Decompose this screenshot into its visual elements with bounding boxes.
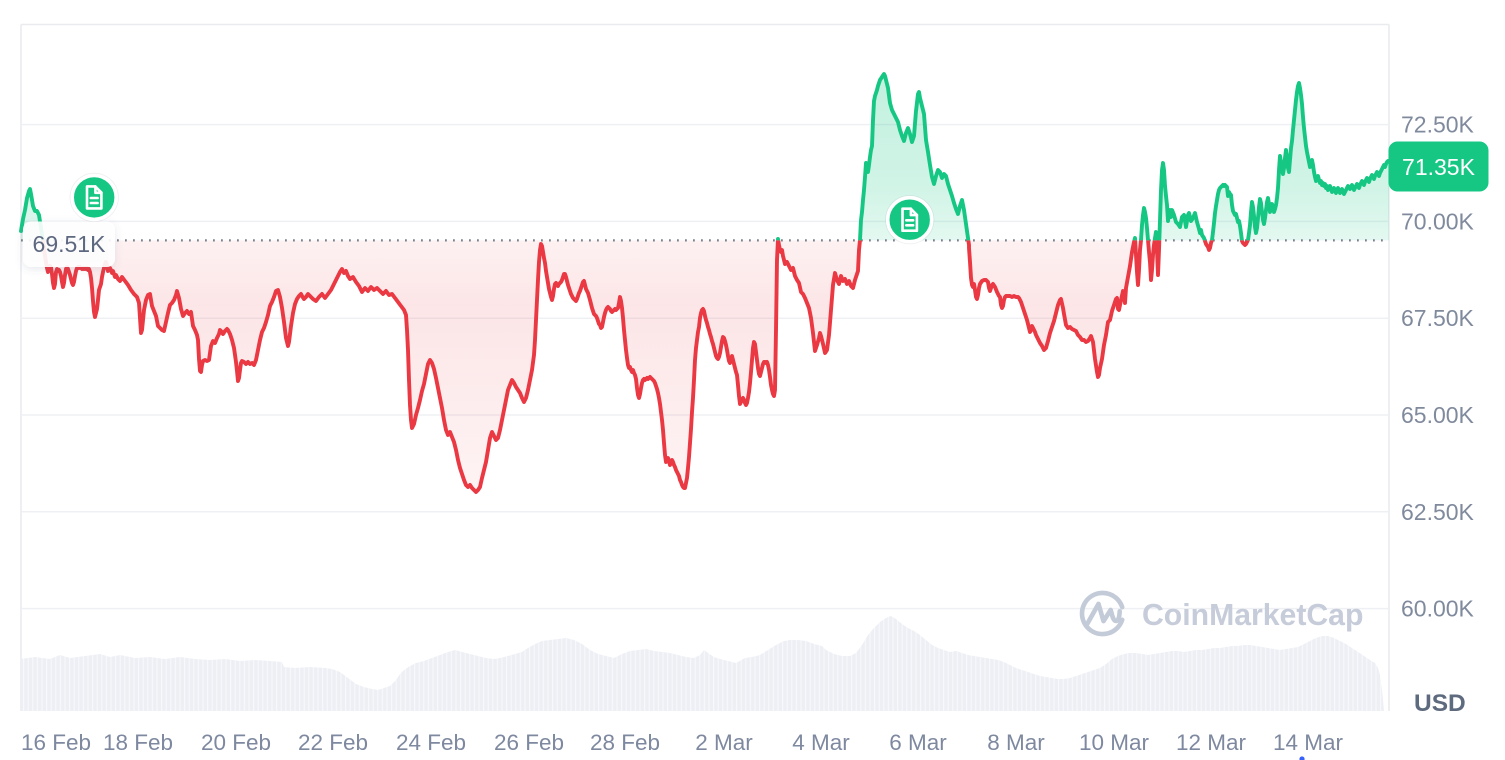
svg-text:69.51K: 69.51K — [33, 231, 107, 257]
svg-text:18 Feb: 18 Feb — [103, 730, 173, 755]
svg-text:62.50K: 62.50K — [1401, 499, 1475, 525]
svg-text:12 Mar: 12 Mar — [1176, 730, 1247, 755]
svg-text:USD: USD — [1414, 690, 1466, 717]
svg-text:4 Mar: 4 Mar — [792, 730, 850, 755]
svg-text:20 Feb: 20 Feb — [201, 730, 271, 755]
svg-text:14 Mar: 14 Mar — [1273, 730, 1344, 755]
svg-text:60.00K: 60.00K — [1401, 596, 1475, 622]
svg-text:2 Mar: 2 Mar — [695, 730, 753, 755]
svg-text:22 Feb: 22 Feb — [298, 730, 368, 755]
svg-text:8 Mar: 8 Mar — [987, 730, 1045, 755]
svg-text:28 Feb: 28 Feb — [590, 730, 660, 755]
svg-text:71.35K: 71.35K — [1402, 154, 1476, 180]
svg-text:10 Mar: 10 Mar — [1079, 730, 1150, 755]
svg-text:65.00K: 65.00K — [1401, 402, 1475, 428]
svg-text:24 Feb: 24 Feb — [396, 730, 466, 755]
svg-text:72.50K: 72.50K — [1401, 112, 1475, 138]
svg-text:70.00K: 70.00K — [1401, 208, 1475, 234]
svg-text:67.50K: 67.50K — [1401, 305, 1475, 331]
svg-text:26 Feb: 26 Feb — [494, 730, 564, 755]
svg-text:6 Mar: 6 Mar — [889, 730, 947, 755]
svg-text:16 Feb: 16 Feb — [21, 730, 91, 755]
svg-text:CoinMarketCap: CoinMarketCap — [1142, 599, 1363, 632]
